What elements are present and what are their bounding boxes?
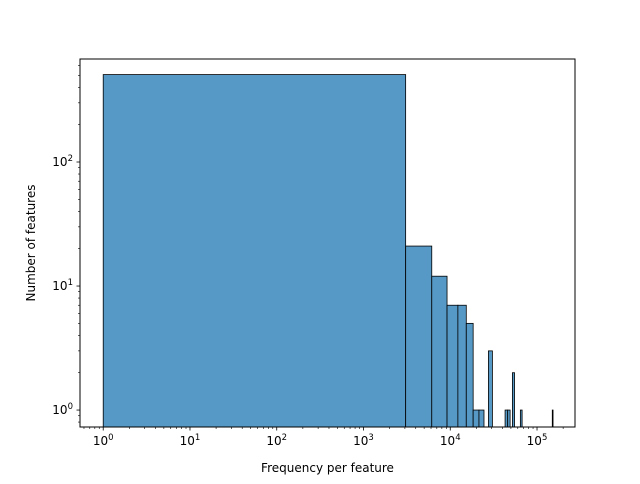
y-tick-label: 100	[52, 402, 73, 417]
histogram-bar	[465, 322, 474, 428]
histogram-bar	[519, 409, 523, 428]
x-tick-label: 105	[527, 433, 548, 448]
histogram-bar	[457, 304, 467, 428]
histogram-bar	[488, 350, 493, 428]
histogram-bar	[446, 304, 459, 428]
histogram-bar	[431, 275, 448, 428]
x-axis-label: Frequency per feature	[261, 461, 394, 475]
x-tick-label: 103	[353, 433, 374, 448]
histogram-bar	[472, 409, 480, 428]
x-tick-label: 100	[93, 433, 114, 448]
bars	[102, 74, 554, 428]
y-tick-label: 102	[52, 154, 73, 169]
y-tick-label: 101	[52, 278, 73, 293]
axes-frame	[79, 58, 576, 428]
ticks: 100 101 102 103 104 105 100 101 102	[52, 65, 564, 448]
x-tick-label: 104	[440, 433, 461, 448]
histogram-bar	[478, 409, 485, 428]
y-axis-label: Number of features	[24, 185, 38, 302]
histogram-bar	[102, 74, 407, 428]
x-tick-label: 101	[180, 433, 201, 448]
histogram-bar	[507, 409, 511, 428]
histogram-bar	[551, 409, 554, 428]
x-tick-label: 102	[266, 433, 287, 448]
histogram-bar	[511, 372, 515, 428]
histogram-bar	[405, 245, 433, 428]
